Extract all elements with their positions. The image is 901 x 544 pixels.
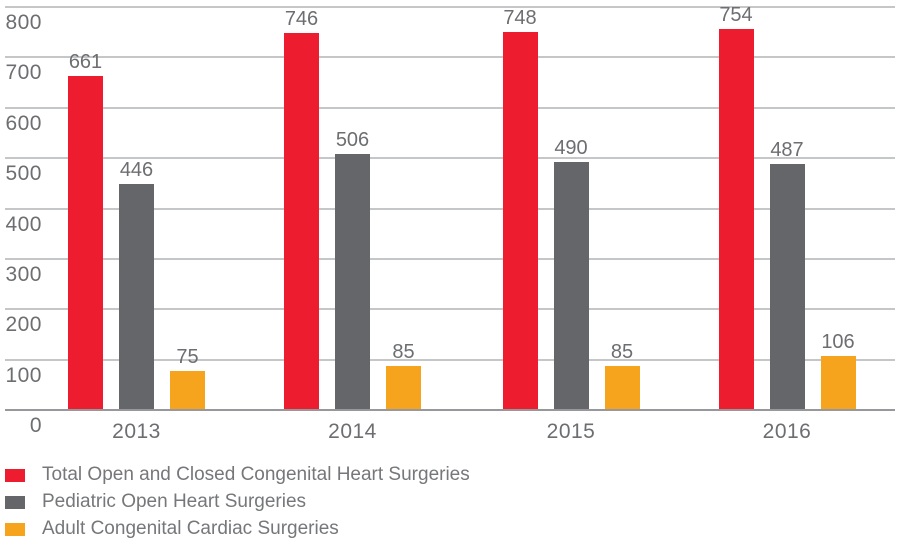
- bar-value-label: 748: [503, 7, 537, 29]
- y-tick-label: 0: [29, 414, 42, 437]
- legend-item-adult-surgeries: Adult Congenital Cardiac Surgeries: [5, 518, 470, 539]
- bar-value-label: 506: [335, 129, 370, 151]
- legend-label: Adult Congenital Cardiac Surgeries: [42, 518, 339, 539]
- bar-value-label: 106: [821, 331, 855, 353]
- x-tick-label: 2016: [762, 420, 812, 443]
- legend-label: Total Open and Closed Congenital Heart S…: [42, 464, 470, 485]
- y-tick-label: 500: [5, 162, 42, 185]
- bar: [718, 29, 754, 409]
- bar: [604, 366, 640, 409]
- gridline: [5, 258, 895, 260]
- x-tick-label: 2014: [328, 420, 377, 443]
- gridline: [5, 157, 895, 159]
- x-tick-label: 2013: [112, 420, 161, 443]
- legend-swatch-gray: [5, 495, 25, 509]
- bar-value-label: 746: [284, 8, 319, 30]
- bar-value-label: 490: [554, 137, 588, 159]
- bar-value-label: 487: [770, 139, 804, 161]
- bar-value-label: 85: [610, 341, 634, 363]
- gridline: [5, 6, 895, 8]
- bar: [769, 164, 805, 409]
- bar: [502, 32, 538, 409]
- bar: [386, 366, 421, 409]
- plot-area: 0 100 200 300 400 500 600 700 800 661 446 75 2013 746…: [5, 4, 895, 443]
- bar: [119, 184, 154, 409]
- x-axis-line: [5, 409, 895, 411]
- legend-swatch-red: [5, 468, 25, 482]
- legend-item-pediatric-surgeries: Pediatric Open Heart Surgeries: [5, 491, 470, 512]
- gridline: [5, 308, 895, 310]
- bar-value-label: 85: [392, 341, 415, 363]
- gridline: [5, 359, 895, 361]
- bar-value-label: 75: [176, 346, 199, 368]
- bar: [820, 356, 856, 409]
- gridline: [5, 208, 895, 210]
- legend: Total Open and Closed Congenital Heart S…: [5, 464, 470, 544]
- y-tick-label: 100: [5, 364, 42, 387]
- gridline: [5, 56, 895, 58]
- y-tick-label: 600: [5, 112, 42, 135]
- bar: [553, 162, 589, 409]
- bar: [68, 76, 103, 409]
- bar-value-label: 661: [68, 51, 103, 73]
- bar: [284, 33, 319, 409]
- legend-item-total-surgeries: Total Open and Closed Congenital Heart S…: [5, 464, 470, 485]
- x-tick-label: 2015: [546, 420, 596, 443]
- bar: [335, 154, 370, 409]
- y-tick-label: 200: [5, 313, 42, 336]
- y-tick-label: 800: [5, 11, 42, 34]
- y-tick-label: 300: [5, 263, 42, 286]
- legend-label: Pediatric Open Heart Surgeries: [42, 491, 307, 512]
- legend-swatch-orange: [5, 522, 25, 536]
- y-tick-label: 700: [5, 61, 42, 84]
- y-tick-label: 400: [5, 213, 42, 236]
- bar-value-label: 446: [119, 159, 154, 181]
- gridline: [5, 107, 895, 109]
- bar-value-label: 754: [719, 4, 753, 26]
- bar: [170, 371, 205, 409]
